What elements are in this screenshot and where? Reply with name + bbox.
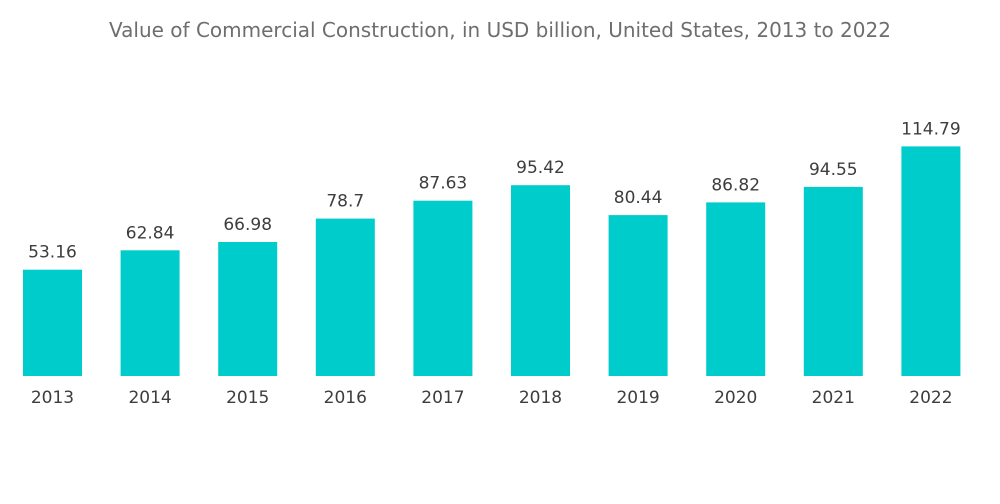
value-label-2013: 53.16	[28, 243, 77, 263]
x-tick-label-2020: 2020	[714, 388, 757, 408]
value-label-2017: 87.63	[419, 174, 468, 194]
value-label-2018: 95.42	[516, 158, 565, 178]
x-tick-label-2021: 2021	[812, 388, 855, 408]
bar-2021	[803, 186, 863, 376]
bar-2019	[608, 215, 668, 376]
x-tick-label-2016: 2016	[324, 388, 367, 408]
bar-2022	[901, 146, 961, 376]
x-tick-label-2017: 2017	[421, 388, 464, 408]
bar-2016	[315, 218, 375, 376]
x-tick-label-2014: 2014	[128, 388, 171, 408]
value-label-2022: 114.79	[901, 119, 960, 139]
value-label-2014: 62.84	[126, 223, 175, 243]
value-label-2019: 80.44	[614, 188, 663, 208]
x-tick-label-2013: 2013	[31, 388, 74, 408]
bar-2020	[706, 202, 766, 376]
bar-2013	[23, 269, 82, 376]
bar-2014	[120, 250, 180, 376]
x-tick-label-2015: 2015	[226, 388, 269, 408]
value-label-2016: 78.7	[326, 192, 364, 212]
bar-2018	[511, 185, 570, 376]
value-label-2020: 86.82	[711, 175, 760, 195]
x-tick-label-2019: 2019	[616, 388, 659, 408]
value-label-2021: 94.55	[809, 160, 858, 180]
bar-2015	[218, 242, 278, 376]
x-tick-label-2018: 2018	[519, 388, 562, 408]
chart-title: Value of Commercial Construction, in USD…	[109, 18, 891, 42]
value-label-2015: 66.98	[223, 215, 272, 235]
x-tick-label-2022: 2022	[909, 388, 952, 408]
bar-2017	[413, 200, 473, 376]
